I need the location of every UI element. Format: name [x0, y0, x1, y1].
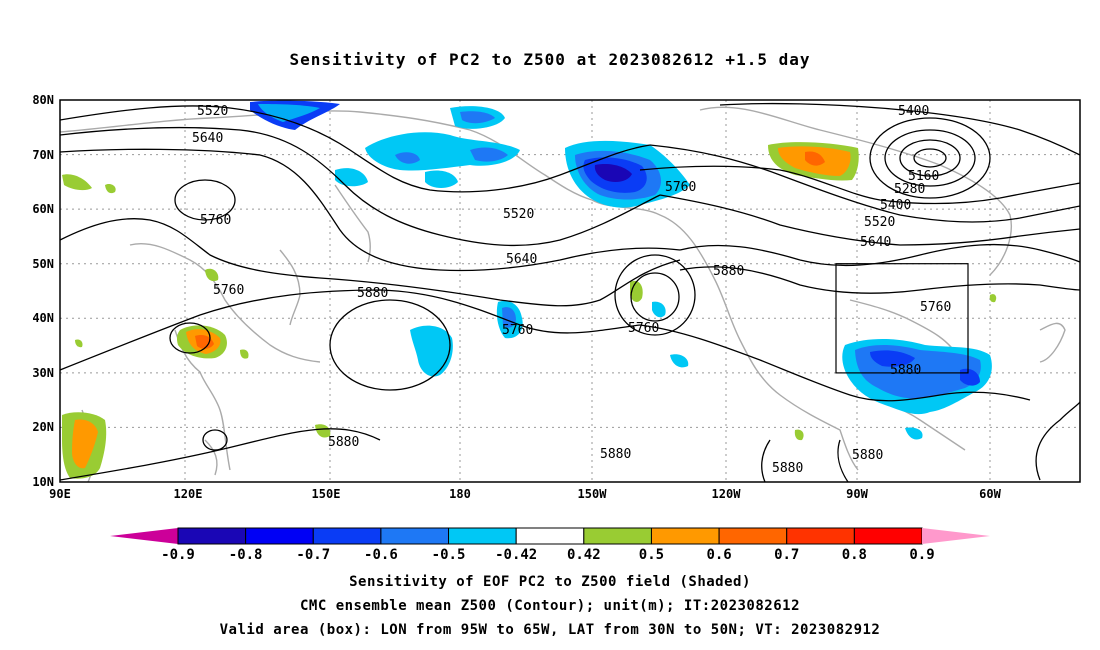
- contour-label: 5400: [880, 198, 911, 213]
- colorbar-cell: [853, 527, 923, 545]
- contour-label: 5880: [713, 264, 744, 279]
- colorbar-tick-label: 0.6: [706, 547, 731, 563]
- lat-label: 50N: [32, 257, 54, 271]
- contour-label: 5760: [502, 323, 533, 338]
- lon-label: 120W: [712, 487, 742, 501]
- colorbar-tick-label: -0.6: [364, 547, 398, 563]
- colorbar-tick-label: -0.8: [229, 547, 263, 563]
- colorbar-cell: [177, 527, 247, 545]
- contour-label: 5520: [503, 207, 534, 222]
- lat-label: 80N: [32, 93, 54, 107]
- latitude-labels: 80N 70N 60N 50N 40N 30N 20N 10N: [32, 93, 54, 489]
- plot-title: Sensitivity of PC2 to Z500 at 2023082612…: [289, 50, 811, 69]
- lat-label: 70N: [32, 148, 54, 162]
- contour-label: 5520: [864, 215, 895, 230]
- colorbar-low-arrow: [110, 528, 178, 544]
- colorbar-cell: [786, 527, 855, 545]
- contour-label: 5880: [600, 447, 631, 462]
- colorbar-cell: [718, 527, 788, 545]
- z500-contours: [60, 102, 1080, 482]
- caption-line-1: Sensitivity of EOF PC2 to Z500 field (Sh…: [349, 574, 751, 590]
- colorbar-cell: [312, 527, 382, 545]
- lon-label: 150W: [578, 487, 608, 501]
- colorbar-tick-label: -0.7: [296, 547, 330, 563]
- lat-label: 60N: [32, 202, 54, 216]
- lon-label: 180: [449, 487, 471, 501]
- map-frame: [59, 99, 1081, 483]
- caption-line-2: CMC ensemble mean Z500 (Contour); unit(m…: [299, 598, 800, 614]
- colorbar-tick-label: 0.8: [842, 547, 867, 563]
- lon-label: 60W: [979, 487, 1001, 501]
- contour-label: 5880: [890, 363, 921, 378]
- colorbar: -0.9 -0.8 -0.7 -0.6 -0.5 -0.42 0.42 0.5 0.6 0.7 0.…: [110, 527, 990, 563]
- longitude-labels: 90E 120E 150E 180 150W 120W 90W 60W: [49, 487, 1001, 501]
- contour-label: 5880: [357, 286, 388, 301]
- colorbar-tick-label: -0.5: [432, 547, 466, 563]
- lat-label: 10N: [32, 475, 54, 489]
- colorbar-tick-label: 0.42: [567, 547, 601, 563]
- contour-label: 5760: [920, 300, 951, 315]
- contour-label: 5640: [506, 252, 537, 267]
- contour-label: 5880: [328, 435, 359, 450]
- colorbar-cell: [515, 527, 585, 545]
- lon-label: 150E: [312, 487, 341, 501]
- contour-label: 5400: [898, 104, 929, 119]
- contour-label: 5880: [852, 448, 883, 463]
- colorbar-tick-label: 0.9: [909, 547, 934, 563]
- valid-area-box: [835, 263, 969, 374]
- contour-label: 5640: [860, 235, 891, 250]
- contour-label: 5760: [213, 283, 244, 298]
- colorbar-cell: [583, 527, 652, 545]
- contour-label: 5760: [665, 180, 696, 195]
- contour-label: 5520: [197, 104, 228, 119]
- colorbar-tick-label: 0.5: [639, 547, 664, 563]
- colorbar-cell: [245, 527, 314, 545]
- contour-label-layer: 5520 5640 5760 5760 5880 5880 5520 5640 …: [192, 104, 951, 476]
- colorbar-cell: [380, 527, 450, 545]
- lon-label: 90E: [49, 487, 71, 501]
- sensitivity-shading: [62, 100, 997, 479]
- lat-label: 30N: [32, 366, 54, 380]
- colorbar-tick-label: -0.9: [161, 547, 195, 563]
- lat-label: 40N: [32, 311, 54, 325]
- contour-label: 5760: [200, 213, 231, 228]
- contour-label: 5880: [772, 461, 803, 476]
- lon-label: 120E: [174, 487, 203, 501]
- coastlines: [60, 106, 1066, 482]
- colorbar-cell: [650, 527, 720, 545]
- contour-label: 5760: [628, 321, 659, 336]
- colorbar-tick-label: -0.42: [495, 547, 537, 563]
- colorbar-high-arrow: [922, 528, 990, 544]
- lon-label: 90W: [846, 487, 868, 501]
- caption-line-3: Valid area (box): LON from 95W to 65W, L…: [219, 622, 881, 638]
- colorbar-tick-label: 0.7: [774, 547, 799, 563]
- lat-label: 20N: [32, 420, 54, 434]
- contour-label: 5640: [192, 131, 223, 146]
- contour-label: 5280: [894, 182, 925, 197]
- contour-label: 5160: [908, 169, 939, 184]
- colorbar-cell: [448, 527, 517, 545]
